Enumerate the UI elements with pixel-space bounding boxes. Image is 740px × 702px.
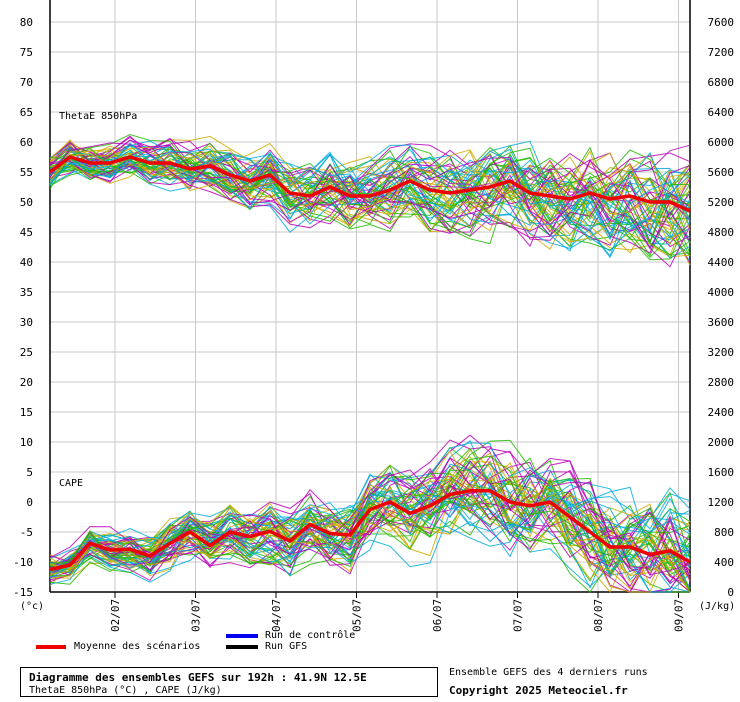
x-tick-label: 04/07 bbox=[270, 599, 283, 632]
left-tick-label: 75 bbox=[20, 46, 33, 59]
ensemble-description: Ensemble GEFS des 4 derniers runs bbox=[449, 667, 648, 678]
ensemble-member-line bbox=[49, 472, 691, 590]
x-tick-label: 06/07 bbox=[431, 599, 444, 632]
left-tick-label: 10 bbox=[20, 436, 33, 449]
right-tick-label: 0 bbox=[727, 586, 734, 599]
ensemble-member-line bbox=[49, 146, 691, 256]
right-tick-label: 7200 bbox=[708, 46, 735, 59]
ensemble-member-line bbox=[49, 141, 691, 250]
ensemble-member-line bbox=[49, 460, 691, 577]
right-tick-label: 7600 bbox=[708, 16, 735, 29]
right-tick-label: 4400 bbox=[708, 256, 735, 269]
chart-info-box: Diagramme des ensembles GEFS sur 192h : … bbox=[20, 667, 438, 697]
left-tick-label: 40 bbox=[20, 256, 33, 269]
x-tick-label: 09/07 bbox=[673, 599, 686, 632]
left-tick-label: 15 bbox=[20, 406, 33, 419]
ensemble-member-line bbox=[49, 494, 691, 589]
ensemble-member-line bbox=[49, 155, 691, 257]
left-tick-label: 45 bbox=[20, 226, 33, 239]
mean-series-line bbox=[48, 155, 691, 213]
right-tick-label: 5600 bbox=[708, 166, 735, 179]
left-tick-label: 65 bbox=[20, 106, 33, 119]
ensemble-member-line bbox=[49, 140, 691, 215]
left-tick-label: -10 bbox=[13, 556, 33, 569]
chart-title: Diagramme des ensembles GEFS sur 192h : … bbox=[29, 671, 367, 684]
x-tick-label: 05/07 bbox=[351, 599, 364, 632]
panel-label-thetae: ThetaE 850hPa bbox=[59, 111, 137, 122]
right-tick-label: 6800 bbox=[708, 76, 735, 89]
ensemble-member-line bbox=[49, 148, 691, 266]
left-tick-label: 25 bbox=[20, 346, 33, 359]
right-tick-label: 800 bbox=[714, 526, 734, 539]
legend-control-label: Run de contrôle bbox=[265, 630, 356, 641]
ensemble-chart: 80757065605550454035302520151050-5-10-15… bbox=[13, 0, 735, 632]
right-tick-label: 3600 bbox=[708, 316, 735, 329]
mean-series-line bbox=[49, 489, 691, 572]
ensemble-member-line bbox=[49, 145, 691, 230]
right-unit-label: (J/kg) bbox=[699, 601, 735, 612]
right-tick-label: 3200 bbox=[708, 346, 735, 359]
left-tick-label: 20 bbox=[20, 376, 33, 389]
right-tick-label: 2800 bbox=[708, 376, 735, 389]
ensemble-member-line bbox=[49, 434, 691, 593]
left-unit-label: (°c) bbox=[20, 601, 44, 612]
right-tick-label: 4000 bbox=[708, 286, 735, 299]
panel-label-cape: CAPE bbox=[59, 478, 83, 489]
ensemble-member-line bbox=[49, 150, 691, 252]
ensemble-member-line bbox=[49, 469, 691, 585]
left-tick-label: 55 bbox=[20, 166, 33, 179]
ensemble-member-line bbox=[49, 472, 691, 564]
left-tick-label: -15 bbox=[13, 586, 33, 599]
right-tick-label: 6000 bbox=[708, 136, 735, 149]
ensemble-member-line bbox=[49, 139, 691, 233]
left-tick-label: 5 bbox=[26, 466, 33, 479]
legend-control-swatch bbox=[226, 634, 258, 638]
left-tick-label: 30 bbox=[20, 316, 33, 329]
left-tick-label: 60 bbox=[20, 136, 33, 149]
right-tick-label: 2000 bbox=[708, 436, 735, 449]
x-tick-label: 08/07 bbox=[592, 599, 605, 632]
copyright-text: Copyright 2025 Meteociel.fr bbox=[449, 684, 628, 697]
x-tick-label: 03/07 bbox=[190, 599, 203, 632]
left-tick-label: 80 bbox=[20, 16, 33, 29]
credits: Ensemble GEFS des 4 derniers runs Copyri… bbox=[449, 666, 739, 702]
ensemble-member-line bbox=[49, 144, 691, 258]
ensemble-member-line bbox=[49, 476, 691, 593]
x-tick-label: 07/07 bbox=[512, 599, 525, 632]
legend-mean-label: Moyenne des scénarios bbox=[74, 641, 201, 652]
ensemble-member-line bbox=[49, 502, 691, 593]
legend-gfs-swatch bbox=[226, 645, 258, 649]
left-tick-label: 50 bbox=[20, 196, 33, 209]
ensemble-cape bbox=[49, 434, 691, 593]
ensemble-member-line bbox=[49, 145, 691, 246]
right-tick-label: 400 bbox=[714, 556, 734, 569]
ensemble-member-line bbox=[49, 152, 691, 223]
right-tick-label: 1200 bbox=[708, 496, 735, 509]
left-tick-label: 35 bbox=[20, 286, 33, 299]
right-tick-label: 4800 bbox=[708, 226, 735, 239]
chart-subtitle: ThetaE 850hPa (°C) , CAPE (J/kg) bbox=[29, 685, 222, 696]
left-tick-label: 0 bbox=[26, 496, 33, 509]
legend-gfs-label: Run GFS bbox=[265, 641, 308, 652]
right-tick-label: 5200 bbox=[708, 196, 735, 209]
ensemble-member-line bbox=[49, 139, 691, 237]
ensemble-member-line bbox=[49, 142, 691, 229]
right-tick-label: 2400 bbox=[708, 406, 735, 419]
ensemble-member-line bbox=[49, 143, 691, 243]
x-tick-label: 02/07 bbox=[109, 599, 122, 632]
left-tick-label: -5 bbox=[20, 526, 33, 539]
ensemble-member-line bbox=[49, 462, 691, 581]
ensemble-member-line bbox=[49, 140, 691, 248]
right-tick-label: 6400 bbox=[708, 106, 735, 119]
left-tick-label: 70 bbox=[20, 76, 33, 89]
legend-mean-swatch bbox=[36, 645, 66, 649]
right-tick-label: 1600 bbox=[708, 466, 735, 479]
